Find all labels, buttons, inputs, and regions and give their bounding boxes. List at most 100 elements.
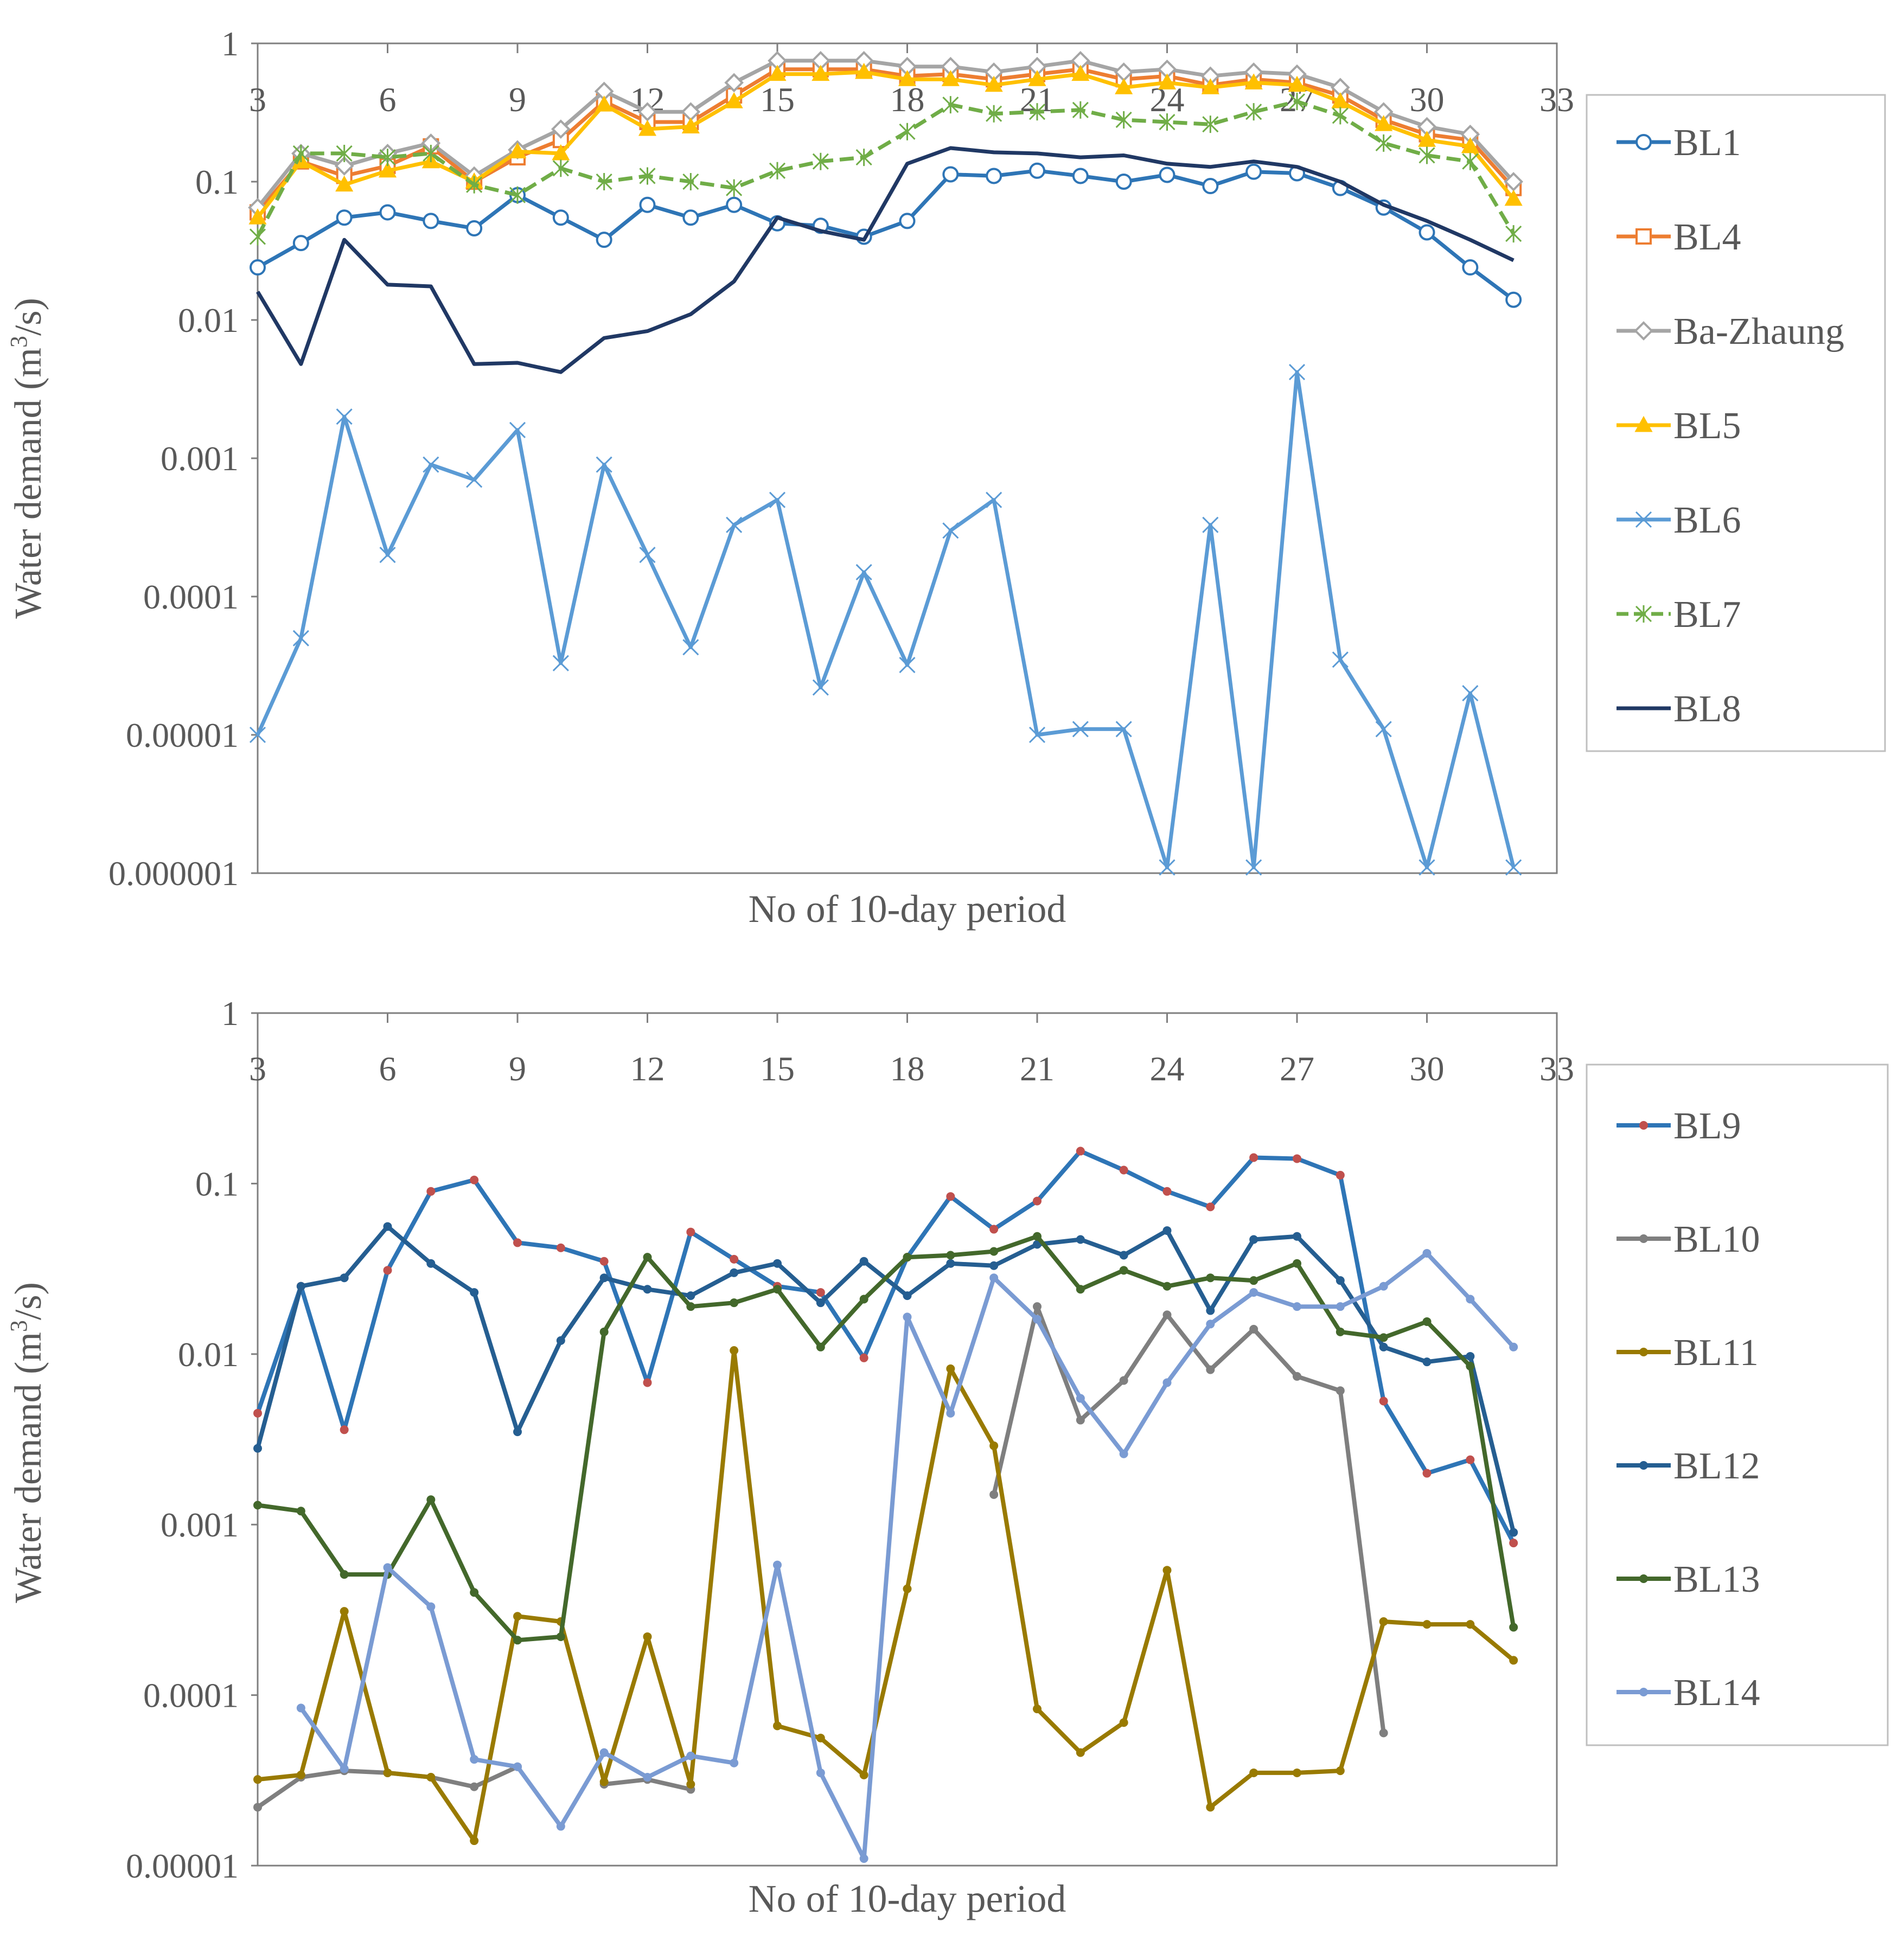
data-point-BL11 bbox=[730, 1346, 739, 1355]
data-point-BL6 bbox=[249, 726, 266, 744]
y-tick-label: 1 bbox=[221, 994, 239, 1033]
data-point-BL11 bbox=[859, 1770, 868, 1779]
data-point-BL1 bbox=[1462, 259, 1479, 276]
data-point-BL14 bbox=[296, 1703, 305, 1713]
legend: BL1 BL4 Ba-Zhaung BL5 BL6 BL7 BL8 bbox=[1586, 94, 1886, 752]
data-point-BL14 bbox=[1206, 1319, 1215, 1329]
data-point-BL6 bbox=[986, 491, 1002, 508]
data-point-BL12 bbox=[253, 1444, 262, 1453]
data-point-BL7 bbox=[942, 96, 959, 114]
data-point-BL13 bbox=[1249, 1276, 1258, 1285]
series-line-BL7 bbox=[255, 99, 1516, 238]
legend-label-BL13: BL13 bbox=[1673, 1559, 1760, 1600]
data-point-BL14 bbox=[773, 1560, 782, 1570]
x-axis-title: No of 10-day period bbox=[749, 887, 1066, 931]
data-point-BL12 bbox=[1162, 1226, 1172, 1235]
data-point-BL9 bbox=[513, 1238, 522, 1247]
data-point-BL13 bbox=[1379, 1333, 1388, 1342]
data-point-BL6 bbox=[509, 421, 526, 439]
data-point-BL14 bbox=[1076, 1394, 1085, 1403]
data-point-BL13 bbox=[340, 1570, 349, 1579]
data-point-BL11 bbox=[1162, 1566, 1172, 1575]
legend-box bbox=[1586, 94, 1886, 752]
x-tick-label: 18 bbox=[890, 1049, 925, 1088]
data-point-BL1 bbox=[1419, 224, 1435, 241]
data-point-BL13 bbox=[773, 1285, 782, 1294]
data-point-BL11 bbox=[1336, 1766, 1345, 1776]
data-point-BL11 bbox=[296, 1770, 305, 1779]
data-point-BL6 bbox=[1288, 364, 1306, 381]
data-point-BL9 bbox=[1162, 1187, 1172, 1196]
data-point-BL5 bbox=[1504, 189, 1523, 206]
legend-label-BL1: BL1 bbox=[1673, 122, 1741, 164]
data-point-BL14 bbox=[426, 1602, 436, 1611]
data-point-BL5 bbox=[638, 119, 657, 136]
data-point-BL7 bbox=[552, 159, 569, 177]
data-point-BL14 bbox=[1509, 1342, 1518, 1351]
x-tick-label: 33 bbox=[1539, 80, 1574, 119]
data-point-BL7 bbox=[1375, 134, 1392, 152]
data-point-BL13 bbox=[296, 1507, 305, 1516]
data-point-BL9 bbox=[1509, 1539, 1518, 1548]
data-point-BL5 bbox=[335, 175, 354, 192]
data-point-BL5 bbox=[985, 75, 1003, 92]
data-point-BL7 bbox=[855, 149, 872, 166]
data-point-BL7 bbox=[1332, 107, 1349, 125]
data-point-BL5 bbox=[1158, 73, 1177, 89]
data-point-BL9 bbox=[1379, 1397, 1388, 1406]
data-point-BL6 bbox=[1419, 859, 1435, 876]
x-tick-label: 9 bbox=[509, 1049, 526, 1088]
data-point-BL5 bbox=[508, 142, 527, 159]
data-point-BL5 bbox=[1028, 70, 1046, 86]
data-point-BL9 bbox=[1206, 1202, 1215, 1212]
data-point-BL6 bbox=[639, 547, 656, 563]
data-point-BL7 bbox=[1202, 116, 1219, 133]
data-point-BL7 bbox=[1288, 93, 1306, 111]
y-tick-label: 0.00001 bbox=[126, 716, 239, 754]
data-point-BL6 bbox=[1462, 685, 1479, 702]
data-point-BL6 bbox=[552, 655, 569, 671]
data-point-BL7 bbox=[726, 179, 743, 197]
legend-label-BL4: BL4 bbox=[1673, 216, 1741, 258]
series-BL1 bbox=[250, 162, 1522, 308]
data-point-BL10 bbox=[1336, 1386, 1345, 1395]
y-axis-title: Water demand (m3/s) bbox=[5, 1282, 49, 1603]
data-point-BL14 bbox=[470, 1755, 479, 1764]
data-point-BL9 bbox=[1422, 1469, 1432, 1478]
series-line-BL9 bbox=[255, 1149, 1516, 1544]
data-point-BL9 bbox=[383, 1266, 392, 1275]
data-point-BL9 bbox=[1076, 1146, 1085, 1156]
data-point-BL1 bbox=[423, 213, 439, 229]
data-point-BL11 bbox=[1076, 1748, 1085, 1757]
data-point-BL5 bbox=[812, 65, 830, 81]
y-axis-title: Water demand (m3/s) bbox=[5, 298, 49, 619]
data-point-BL7 bbox=[249, 228, 266, 246]
data-point-BL5 bbox=[378, 161, 397, 178]
data-point-BL13 bbox=[816, 1342, 825, 1351]
legend-label-BL12: BL12 bbox=[1673, 1445, 1760, 1487]
data-point-BL6 bbox=[336, 408, 353, 425]
data-point-BL10 bbox=[1119, 1376, 1128, 1385]
data-point-BL6 bbox=[1245, 859, 1262, 876]
y-tick-label: 0.0001 bbox=[143, 578, 239, 616]
data-point-BL5 bbox=[1201, 78, 1219, 94]
data-point-BL12 bbox=[556, 1336, 565, 1345]
data-point-BL10 bbox=[1293, 1372, 1301, 1381]
legend-label-BL9: BL9 bbox=[1673, 1105, 1741, 1147]
data-point-BL9 bbox=[470, 1175, 479, 1184]
data-point-BL9 bbox=[340, 1425, 349, 1434]
data-point-BL7 bbox=[423, 144, 439, 162]
data-point-BL12 bbox=[1076, 1235, 1085, 1244]
data-point-BL10 bbox=[470, 1782, 479, 1791]
data-point-BL14 bbox=[1466, 1295, 1475, 1304]
x-tick-label: 21 bbox=[1020, 1049, 1055, 1088]
legend-box bbox=[1586, 1064, 1889, 1746]
data-point-BL6 bbox=[682, 639, 699, 656]
data-point-BL11 bbox=[599, 1777, 609, 1786]
data-point-BL6 bbox=[899, 657, 916, 674]
data-point-BL7 bbox=[1245, 103, 1262, 121]
y-tick-label: 0.001 bbox=[161, 1506, 239, 1544]
data-point-BL12 bbox=[383, 1222, 392, 1231]
legend-marker-BL9 bbox=[1639, 1121, 1648, 1130]
data-point-BL1 bbox=[596, 232, 612, 248]
